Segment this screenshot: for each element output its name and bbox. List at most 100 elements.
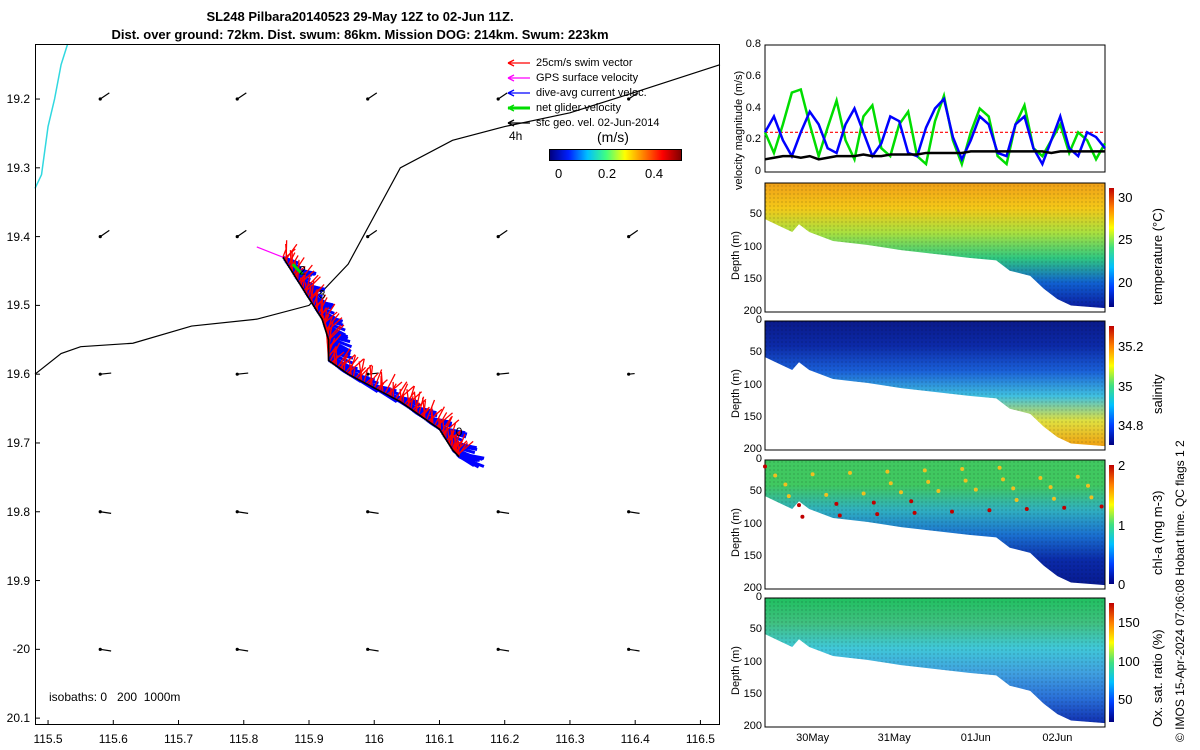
- chl-dot: [1014, 497, 1019, 502]
- colorbar-label-0: temperature (°C): [1150, 208, 1165, 306]
- legend-arrowhead-4: [507, 119, 515, 127]
- swim-vector: [320, 301, 323, 319]
- swim-vector: [282, 249, 287, 258]
- chl-dot: [1062, 505, 1067, 510]
- map-svg: 23 0: [34, 43, 721, 725]
- chl-dot: [800, 514, 805, 519]
- section-dots-1: [765, 321, 1105, 447]
- depth-tick-3: 100: [743, 655, 762, 668]
- section-frame-1: [764, 320, 1106, 451]
- sfc-vector-head: [627, 372, 631, 376]
- depth-label-3: Depth (m): [730, 645, 742, 695]
- sfc-vector: [236, 92, 247, 100]
- depth-tick-3: 150: [743, 687, 762, 700]
- track-label-2: 0: [456, 425, 463, 439]
- section-x-tick: 02Jun: [1042, 732, 1073, 744]
- section-colorbar-3: [1109, 603, 1114, 722]
- depth-tick-0: 50: [749, 208, 762, 221]
- swim-vector: [457, 442, 460, 457]
- sfc-vector-head: [366, 510, 370, 514]
- sfc-vector: [367, 511, 379, 514]
- swim-vector: [369, 364, 373, 387]
- depth-tick-1: 150: [743, 410, 762, 423]
- sfc-vector-head: [98, 235, 102, 239]
- sfc-vector: [367, 372, 379, 375]
- swim-vector: [440, 416, 452, 433]
- sfc-vector-head: [98, 510, 102, 514]
- swim-vector: [431, 406, 434, 425]
- map-y-tick: 19.8: [6, 504, 30, 519]
- colorbar-tick-3: 150: [1118, 615, 1140, 631]
- section-colorbar-0: [1109, 188, 1114, 307]
- chart-title-line-2: Dist. over ground: 72km. Dist. swum: 86k…: [111, 27, 609, 42]
- current-vector: [327, 337, 352, 353]
- chl-dot: [1001, 477, 1005, 482]
- velocity-y-tick: 0.6: [745, 69, 761, 82]
- colorbar-tick-1: 0.2: [598, 166, 617, 181]
- sfc-vector: [628, 511, 640, 514]
- swim-vector: [309, 285, 313, 304]
- chl-dot: [926, 479, 931, 484]
- section-panels: [763, 182, 1114, 728]
- section-frame-0: [764, 182, 1106, 313]
- chl-dot: [1011, 486, 1016, 491]
- velocity-series-2: [764, 150, 1105, 161]
- depth-tick-2: 150: [743, 549, 762, 562]
- chl-dot: [783, 482, 788, 487]
- sfc-vector-head: [366, 647, 370, 651]
- chl-dot: [888, 481, 893, 486]
- chl-dot: [797, 503, 801, 508]
- chl-dot: [997, 465, 1002, 470]
- map-x-tick: 115.6: [98, 732, 128, 746]
- chl-dot: [824, 492, 829, 497]
- depth-label-2: Depth (m): [730, 507, 742, 557]
- legend-arrowhead-0: [507, 59, 515, 67]
- depth-tick-2: 100: [743, 517, 762, 530]
- chl-dot: [1038, 476, 1043, 481]
- chl-dot: [773, 473, 778, 478]
- depth-tick-2: 200: [743, 582, 762, 594]
- colorbar-label-2: chl-a (mg m-3): [1150, 490, 1165, 575]
- map-x-tick: 116: [364, 732, 384, 746]
- right-panels-svg: [763, 44, 1114, 728]
- swim-vector: [399, 388, 403, 403]
- map-y-tick: -20: [12, 642, 30, 657]
- swim-vector: [367, 372, 379, 386]
- swim-vector: [302, 272, 307, 289]
- chart-title-line-1: SL248 Pilbara20140523 29-May 12Z to 02-J…: [206, 9, 514, 24]
- sfc-vector-head: [98, 647, 102, 651]
- colorbar-tick-0: 30: [1118, 189, 1133, 205]
- swim-vector: [433, 406, 445, 427]
- sfc-vector: [367, 648, 379, 652]
- map-x-tick: 115.8: [229, 732, 259, 746]
- map-y-tick: 19.2: [6, 92, 30, 107]
- swim-vector: [322, 303, 336, 323]
- map-x-tick: 116.4: [620, 732, 650, 746]
- colorbar-tick-2: 0: [1118, 577, 1126, 592]
- sfc-vector-head: [496, 647, 500, 651]
- chl-dot: [973, 487, 978, 492]
- swim-vector: [453, 434, 458, 455]
- map-colorbar: [549, 149, 682, 161]
- map-y-tick: 19.9: [6, 573, 30, 588]
- chl-dot: [909, 499, 914, 504]
- chl-dot: [912, 510, 917, 515]
- chl-dot: [960, 467, 965, 472]
- sfc-vector-head: [98, 97, 102, 101]
- swim-vector: [363, 367, 369, 383]
- swim-vector: [457, 442, 469, 457]
- map-x-tick: 116.1: [424, 732, 455, 746]
- chl-dot: [950, 509, 954, 514]
- colorbar-tick-1: 34.8: [1118, 418, 1144, 434]
- swim-vector: [337, 348, 351, 368]
- current-vector: [458, 455, 485, 468]
- gps-velocity: [256, 246, 284, 258]
- colorbar-label-3: Ox. sat. ratio (%): [1150, 629, 1165, 728]
- depth-tick-1: 100: [743, 378, 762, 391]
- isobath-line: [34, 64, 721, 375]
- swim-vector: [332, 355, 339, 364]
- map-frame: [35, 44, 720, 725]
- section-dots-3: [765, 598, 1105, 724]
- colorbar-tick-0: 20: [1118, 274, 1133, 290]
- velocity-ylabel: velocity magnitude (m/s): [733, 70, 745, 190]
